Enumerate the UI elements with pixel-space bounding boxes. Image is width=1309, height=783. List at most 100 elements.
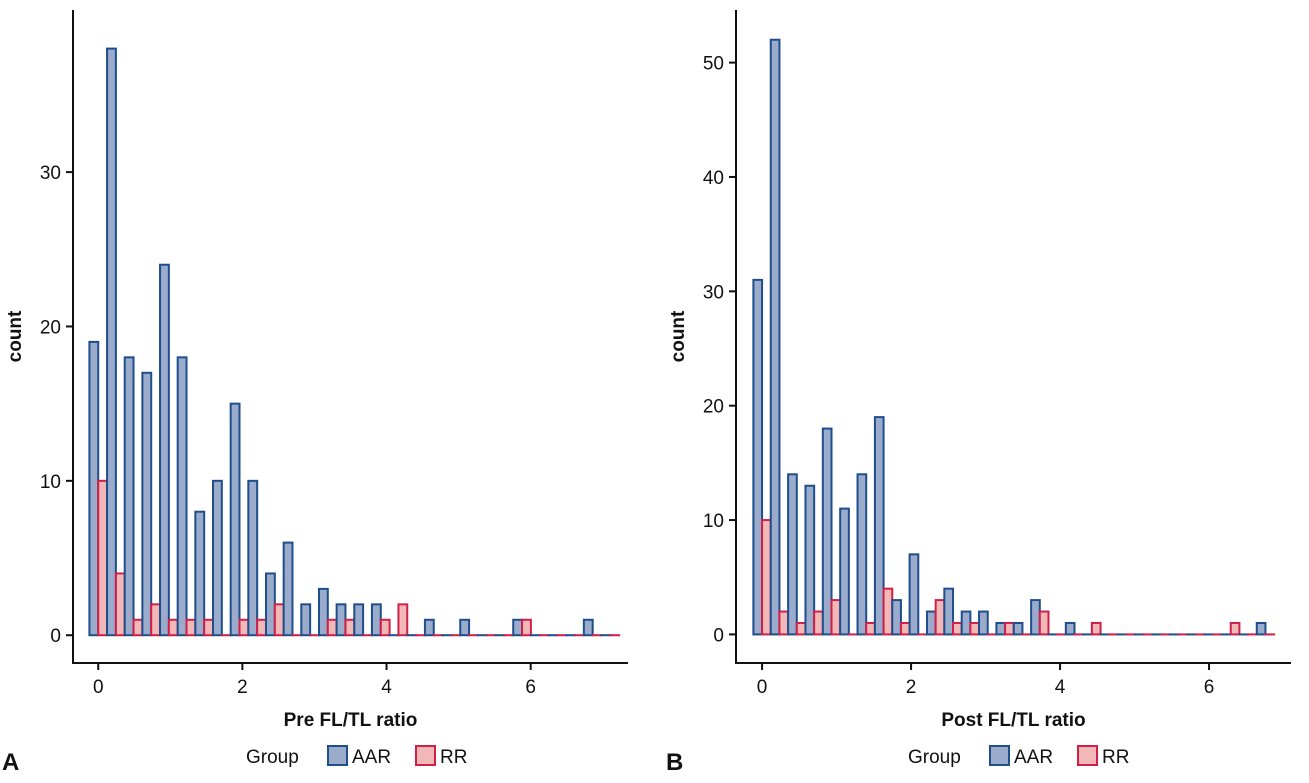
x-tick-label: 2 bbox=[906, 677, 917, 698]
panel-a-legend: Group AAR RR bbox=[246, 746, 467, 768]
bar-aar bbox=[266, 573, 275, 635]
bar-rr bbox=[866, 623, 875, 634]
legend-title: Group bbox=[908, 747, 961, 768]
bar-rr bbox=[345, 620, 354, 635]
bar-aar bbox=[910, 554, 919, 634]
bar-aar bbox=[771, 40, 780, 635]
bar-rr bbox=[134, 620, 143, 635]
bars bbox=[89, 49, 619, 636]
bar-rr bbox=[814, 612, 823, 635]
bar-aar bbox=[962, 612, 971, 635]
bar-rr bbox=[151, 604, 160, 635]
x-tick-label: 4 bbox=[381, 677, 392, 698]
y-tick-label: 40 bbox=[703, 168, 724, 189]
bar-rr bbox=[953, 623, 962, 634]
bar-aar bbox=[805, 486, 814, 635]
panel-b-legend: Group AAR RR bbox=[908, 746, 1129, 768]
bar-aar bbox=[979, 612, 988, 635]
bar-aar bbox=[142, 373, 151, 635]
y-tick-label: 30 bbox=[40, 163, 61, 184]
bar-rr bbox=[1040, 612, 1049, 635]
bar-aar bbox=[875, 417, 884, 634]
bar-aar bbox=[107, 49, 116, 636]
bar-aar bbox=[858, 474, 867, 634]
x-tick-label: 0 bbox=[93, 677, 104, 698]
bar-rr bbox=[762, 520, 771, 634]
bar-aar bbox=[213, 481, 222, 635]
bar-aar bbox=[892, 600, 901, 634]
bar-rr bbox=[1092, 623, 1101, 634]
bar-rr bbox=[275, 604, 284, 635]
y-tick-label: 20 bbox=[703, 397, 724, 418]
bar-aar bbox=[354, 604, 363, 635]
bar-rr bbox=[884, 589, 893, 635]
bar-aar bbox=[284, 543, 293, 636]
panel-b: B Post FL/TL ratio count Group AAR RR 0 2… bbox=[666, 10, 1291, 776]
bar-rr bbox=[328, 620, 337, 635]
bar-aar bbox=[178, 357, 187, 635]
bar-aar bbox=[1031, 600, 1040, 634]
bar-rr bbox=[832, 600, 841, 634]
panel-b-x-axis-title: Post FL/TL ratio bbox=[941, 710, 1085, 731]
panel-b-y-axis-title: count bbox=[668, 310, 689, 362]
bar-aar bbox=[513, 620, 522, 635]
bar-rr bbox=[187, 620, 196, 635]
x-tick-label: 4 bbox=[1055, 677, 1066, 698]
bar-rr bbox=[204, 620, 213, 635]
bar-aar bbox=[231, 404, 240, 636]
legend-key-aar bbox=[990, 746, 1009, 765]
bar-aar bbox=[996, 623, 1005, 634]
bar-aar bbox=[1257, 623, 1266, 634]
legend-label-rr: RR bbox=[1102, 747, 1129, 768]
legend-key-rr bbox=[1078, 746, 1097, 765]
x-tick-label: 0 bbox=[757, 677, 768, 698]
legend-title: Group bbox=[246, 747, 299, 768]
bar-aar bbox=[944, 589, 953, 635]
bar-rr bbox=[169, 620, 178, 635]
y-tick-label: 0 bbox=[713, 625, 724, 646]
bar-aar bbox=[337, 604, 346, 635]
bar-aar bbox=[1066, 623, 1075, 634]
y-tick-label: 20 bbox=[40, 317, 61, 338]
bar-rr bbox=[901, 623, 910, 634]
panel-a-x-axis-title: Pre FL/TL ratio bbox=[284, 710, 418, 731]
bar-aar bbox=[1014, 623, 1023, 634]
bar-aar bbox=[301, 604, 310, 635]
legend-key-rr bbox=[416, 746, 435, 765]
bar-rr bbox=[98, 481, 107, 635]
y-tick-label: 10 bbox=[703, 511, 724, 532]
x-tick-label: 6 bbox=[525, 677, 536, 698]
bar-aar bbox=[425, 620, 434, 635]
panel-b-letter: B bbox=[666, 749, 683, 776]
y-tick-label: 50 bbox=[703, 54, 724, 75]
bar-rr bbox=[1231, 623, 1240, 634]
bar-rr bbox=[257, 620, 266, 635]
panel-a-letter: A bbox=[2, 749, 19, 776]
bar-aar bbox=[160, 265, 169, 635]
bar-rr bbox=[797, 623, 806, 634]
bar-aar bbox=[840, 509, 849, 635]
bar-rr bbox=[116, 573, 125, 635]
legend-key-aar bbox=[328, 746, 347, 765]
bar-aar bbox=[125, 357, 134, 635]
x-tick-label: 6 bbox=[1204, 677, 1215, 698]
bar-aar bbox=[753, 280, 762, 635]
bar-aar bbox=[584, 620, 593, 635]
bar-rr bbox=[936, 600, 945, 634]
bars bbox=[753, 40, 1274, 635]
bar-aar bbox=[89, 342, 98, 635]
bar-rr bbox=[970, 623, 979, 634]
bar-aar bbox=[927, 612, 936, 635]
x-tick-label: 2 bbox=[237, 677, 248, 698]
bar-aar bbox=[372, 604, 381, 635]
bar-rr bbox=[240, 620, 249, 635]
y-tick-label: 0 bbox=[50, 626, 61, 647]
bar-aar bbox=[195, 512, 204, 635]
bar-rr bbox=[398, 604, 407, 635]
bar-rr bbox=[779, 612, 788, 635]
bar-aar bbox=[248, 481, 257, 635]
bar-aar bbox=[319, 589, 328, 635]
